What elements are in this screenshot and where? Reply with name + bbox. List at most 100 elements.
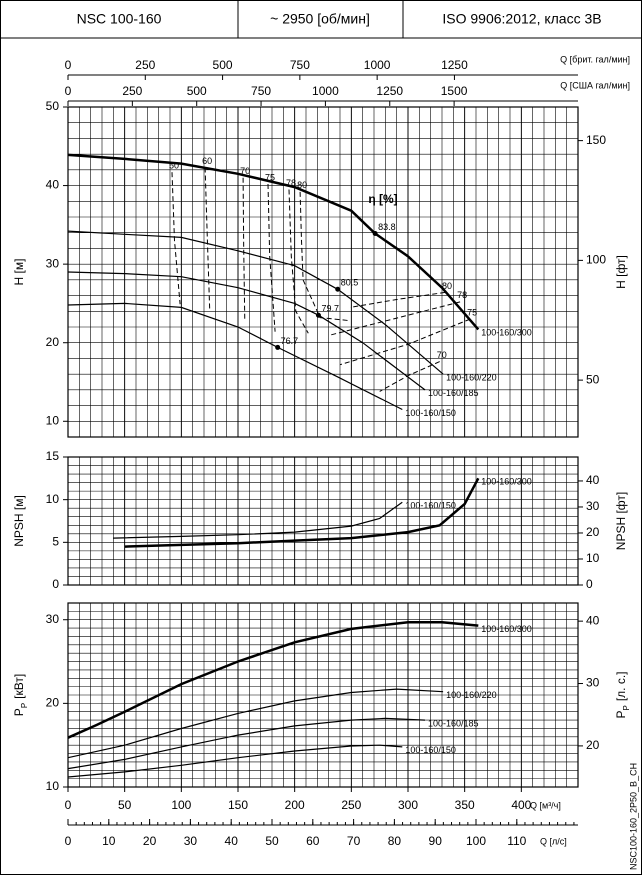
x-tick-label: 100 — [171, 798, 191, 812]
y2-tick-label: 20 — [586, 525, 600, 539]
curve — [67, 153, 480, 331]
top-axis-tick-label: 0 — [65, 84, 72, 98]
axis-title: PP [кВт] — [12, 674, 28, 716]
efficiency-contour-label: 78 — [457, 290, 467, 300]
y2-tick-label: 40 — [586, 613, 600, 627]
curve — [67, 271, 426, 391]
curve — [67, 230, 444, 375]
y-tick-label: 20 — [46, 335, 60, 349]
standard: ISO 9906:2012, класс 3B — [442, 11, 601, 27]
efficiency-contour-label: 80 — [297, 180, 307, 190]
bottom-axis-tick-label: 30 — [184, 834, 198, 848]
x-tick-label: 150 — [228, 798, 248, 812]
top-axis-tick-label: 1000 — [364, 58, 391, 72]
efficiency-contour — [171, 172, 181, 305]
bottom-axis-tick-label: 90 — [429, 834, 443, 848]
axis-title-unit: [л. с.] — [614, 671, 628, 701]
axis-title-subscript: P — [622, 705, 631, 710]
top-axis-tick-label: 1250 — [376, 84, 403, 98]
x-tick-label: 300 — [398, 798, 418, 812]
curve-label: 100-160/150 — [405, 408, 456, 418]
y2-tick-label: 150 — [586, 133, 606, 147]
top-axis-tick-label: 0 — [65, 58, 72, 72]
top-axis-tick-label: 250 — [122, 84, 142, 98]
efficiency-contour-label: 70 — [240, 166, 250, 176]
axis-title-symbol: P — [614, 711, 628, 719]
y2-tick-label: 50 — [586, 372, 600, 386]
x-tick-label: 200 — [285, 798, 305, 812]
curve — [67, 302, 403, 411]
curve-label: 100-160/185 — [428, 718, 479, 728]
top-axis-tick-label: 500 — [187, 84, 207, 98]
y2-tick-label: 30 — [586, 676, 600, 690]
efficiency-label: η [%] — [368, 192, 397, 206]
bottom-axis-tick-label: 60 — [306, 834, 320, 848]
efficiency-contour — [204, 167, 211, 310]
efficiency-point-label: 83.8 — [378, 222, 396, 232]
axis-title: NPSH [фт] — [614, 492, 628, 550]
x-tick-label: 250 — [341, 798, 361, 812]
curve-label: 100-160/150 — [405, 501, 456, 511]
curve-label: 100-160/300 — [481, 328, 532, 338]
x-tick-label: 50 — [118, 798, 132, 812]
efficiency-contour-label: 60 — [202, 156, 212, 166]
y-tick-label: 40 — [46, 178, 60, 192]
efficiency-point-label: 79.7 — [321, 304, 339, 314]
y-tick-label: 10 — [46, 492, 60, 506]
efficiency-point — [372, 231, 378, 236]
curve-label: 100-160/185 — [428, 388, 479, 398]
efficiency-contour — [267, 183, 276, 332]
axis-title-subscript: P — [20, 703, 29, 708]
axis-title-unit: [кВт] — [12, 674, 26, 699]
efficiency-point — [335, 286, 341, 292]
efficiency-contour-label: 80 — [442, 281, 452, 291]
top-axis-tick-label: 1500 — [441, 84, 468, 98]
speed: ~ 2950 [об/мин] — [270, 11, 370, 27]
y-tick-label: 0 — [52, 577, 59, 591]
efficiency-contour — [330, 301, 461, 336]
top-axis-tick-label: 750 — [251, 84, 271, 98]
footer-code: NSC100-160_2P50_B_CH — [628, 763, 638, 870]
axis-title: H [м] — [12, 259, 26, 286]
efficiency-contour — [350, 291, 446, 308]
axis-title: PP [л. с.] — [614, 671, 630, 718]
y-tick-label: 30 — [46, 612, 60, 626]
efficiency-contour — [288, 189, 309, 334]
x-tick-label: 350 — [455, 798, 475, 812]
bottom-axis-title: Q [л/с] — [540, 836, 567, 846]
curve — [67, 717, 426, 770]
efficiency-contour — [299, 191, 351, 322]
axis-title-symbol: P — [12, 708, 26, 716]
top-axis-title: Q [брит. гал/мин] — [560, 54, 630, 64]
bottom-axis-tick-label: 10 — [102, 834, 116, 848]
y2-tick-label: 30 — [586, 499, 600, 513]
bottom-axis-tick-label: 70 — [347, 834, 361, 848]
model: NSC 100-160 — [77, 11, 162, 27]
bottom-axis-tick-label: 100 — [466, 834, 486, 848]
efficiency-contour-label: 75 — [467, 308, 477, 318]
bottom-axis-tick-label: 0 — [65, 834, 72, 848]
axis-title: H [фт] — [614, 255, 628, 289]
curve — [113, 501, 403, 539]
efficiency-point — [315, 312, 321, 318]
curve — [67, 620, 479, 739]
efficiency-contour-label: 78 — [286, 178, 296, 188]
curve — [67, 688, 444, 759]
y2-tick-label: 0 — [586, 577, 593, 591]
bottom-axis-tick-label: 40 — [225, 834, 239, 848]
top-axis-tick-label: 1250 — [441, 58, 468, 72]
curve-label: 100-160/220 — [446, 690, 497, 700]
bottom-axis-tick-label: 50 — [265, 834, 279, 848]
efficiency-point-label: 80.5 — [341, 278, 359, 288]
axis-title: NPSH [м] — [12, 495, 26, 547]
top-axis-tick-label: 500 — [213, 58, 233, 72]
top-axis-tick-label: 1000 — [312, 84, 339, 98]
y-tick-label: 10 — [46, 413, 60, 427]
y-tick-label: 10 — [46, 779, 60, 793]
y2-tick-label: 100 — [586, 253, 606, 267]
y2-tick-label: 20 — [586, 738, 600, 752]
curve-label: 100-160/150 — [405, 745, 456, 755]
top-axis-tick-label: 250 — [135, 58, 155, 72]
y2-tick-label: 40 — [586, 473, 600, 487]
x-axis-title: Q [м³/ч] — [530, 800, 561, 810]
